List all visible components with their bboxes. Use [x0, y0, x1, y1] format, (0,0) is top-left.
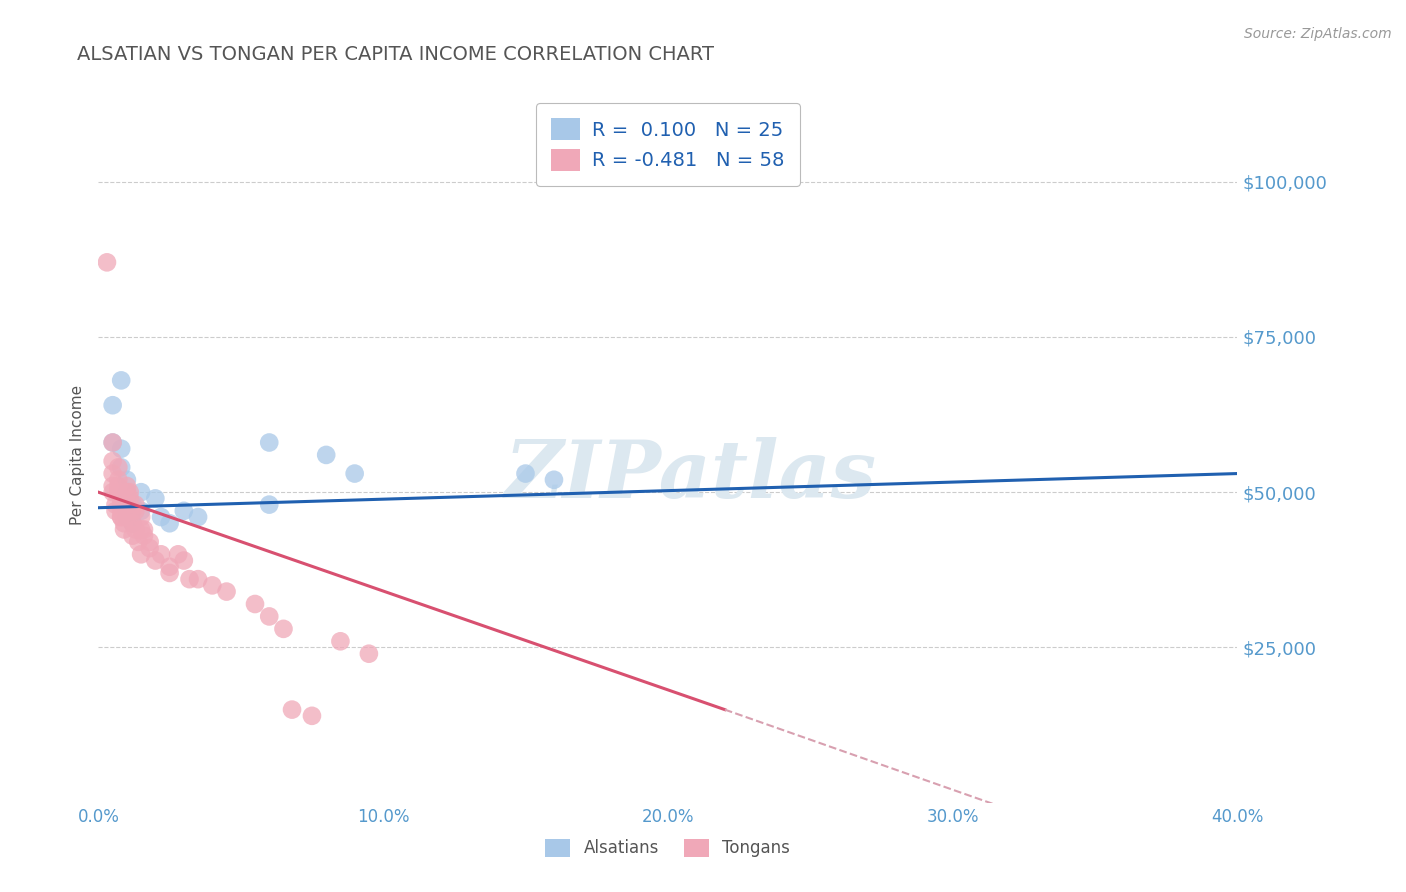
Point	[150, 547, 173, 561]
Point	[115, 479, 138, 493]
Y-axis label: Per Capita Income: Per Capita Income	[69, 384, 84, 525]
Point	[101, 467, 124, 481]
Point	[179, 572, 201, 586]
Point	[115, 510, 138, 524]
Point	[132, 529, 155, 543]
Point	[543, 473, 565, 487]
Point	[101, 398, 124, 412]
Point	[138, 534, 160, 549]
Point	[281, 703, 304, 717]
Point	[110, 442, 132, 456]
Point	[107, 473, 129, 487]
Point	[110, 510, 132, 524]
Point	[343, 467, 366, 481]
Point	[110, 504, 132, 518]
Point	[110, 498, 132, 512]
Point	[159, 566, 181, 580]
Point	[273, 622, 295, 636]
Point	[121, 516, 143, 531]
Point	[159, 559, 181, 574]
Point	[159, 516, 181, 531]
Point	[110, 373, 132, 387]
Point	[104, 498, 127, 512]
Point	[101, 435, 124, 450]
Point	[138, 541, 160, 555]
Point	[515, 467, 537, 481]
Point	[167, 547, 190, 561]
Point	[201, 578, 224, 592]
Point	[101, 435, 124, 450]
Point	[259, 609, 281, 624]
Point	[115, 498, 138, 512]
Text: ALSATIAN VS TONGAN PER CAPITA INCOME CORRELATION CHART: ALSATIAN VS TONGAN PER CAPITA INCOME COR…	[77, 45, 714, 63]
Point	[259, 498, 281, 512]
Point	[96, 255, 118, 269]
Point	[301, 708, 323, 723]
Point	[129, 547, 152, 561]
Point	[129, 485, 152, 500]
Point	[110, 498, 132, 512]
Point	[124, 504, 146, 518]
Point	[107, 485, 129, 500]
Legend: Alsatians, Tongans: Alsatians, Tongans	[538, 832, 797, 864]
Point	[315, 448, 337, 462]
Point	[115, 510, 138, 524]
Point	[110, 491, 132, 506]
Point	[121, 498, 143, 512]
Point	[127, 534, 149, 549]
Point	[115, 491, 138, 506]
Point	[173, 553, 195, 567]
Point	[118, 485, 141, 500]
Point	[115, 485, 138, 500]
Point	[107, 479, 129, 493]
Point	[112, 523, 135, 537]
Point	[101, 479, 124, 493]
Point	[215, 584, 238, 599]
Point	[357, 647, 380, 661]
Text: ZIPatlas: ZIPatlas	[505, 437, 877, 515]
Point	[107, 460, 129, 475]
Point	[101, 454, 124, 468]
Point	[129, 504, 152, 518]
Point	[132, 523, 155, 537]
Point	[110, 460, 132, 475]
Point	[121, 504, 143, 518]
Point	[104, 504, 127, 518]
Point	[187, 510, 209, 524]
Point	[150, 510, 173, 524]
Point	[112, 516, 135, 531]
Point	[101, 485, 124, 500]
Point	[118, 491, 141, 506]
Point	[124, 523, 146, 537]
Point	[110, 510, 132, 524]
Point	[129, 510, 152, 524]
Point	[173, 504, 195, 518]
Point	[115, 504, 138, 518]
Point	[243, 597, 266, 611]
Point	[107, 485, 129, 500]
Point	[187, 572, 209, 586]
Point	[145, 553, 167, 567]
Point	[121, 529, 143, 543]
Point	[124, 498, 146, 512]
Point	[259, 435, 281, 450]
Point	[121, 516, 143, 531]
Point	[145, 491, 167, 506]
Point	[115, 485, 138, 500]
Text: Source: ZipAtlas.com: Source: ZipAtlas.com	[1244, 27, 1392, 41]
Point	[115, 473, 138, 487]
Point	[329, 634, 352, 648]
Point	[129, 523, 152, 537]
